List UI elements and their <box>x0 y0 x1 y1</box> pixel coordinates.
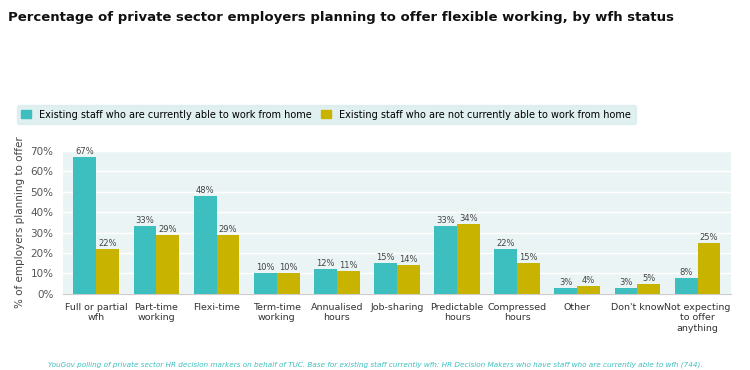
Text: 67%: 67% <box>76 147 94 156</box>
Text: 34%: 34% <box>459 214 478 223</box>
Legend: Existing staff who are currently able to work from home, Existing staff who are : Existing staff who are currently able to… <box>16 105 636 124</box>
Text: 10%: 10% <box>256 263 274 272</box>
Bar <box>494 249 517 294</box>
Text: 48%: 48% <box>196 186 214 195</box>
Bar <box>614 288 638 294</box>
Text: 12%: 12% <box>316 259 334 268</box>
Text: 15%: 15% <box>376 253 394 262</box>
Text: 15%: 15% <box>519 253 538 262</box>
Bar <box>397 265 420 294</box>
Bar <box>374 263 397 294</box>
Text: 8%: 8% <box>680 268 693 276</box>
Text: 5%: 5% <box>642 274 656 283</box>
Bar <box>675 278 698 294</box>
Bar <box>638 284 660 294</box>
Text: YouGov polling of private sector HR decision markers on behalf of TUC. Base for : YouGov polling of private sector HR deci… <box>48 361 702 368</box>
Bar <box>578 286 600 294</box>
Bar <box>194 196 217 294</box>
Bar <box>134 226 157 294</box>
Text: 22%: 22% <box>98 239 117 248</box>
Bar <box>74 157 96 294</box>
Bar <box>314 269 337 294</box>
Text: Percentage of private sector employers planning to offer flexible working, by wf: Percentage of private sector employers p… <box>8 11 674 24</box>
Bar <box>337 272 360 294</box>
Text: 29%: 29% <box>159 225 177 233</box>
Text: 3%: 3% <box>620 278 633 287</box>
Bar <box>217 235 239 294</box>
Bar <box>698 243 721 294</box>
Text: 25%: 25% <box>700 233 718 242</box>
Bar <box>157 235 179 294</box>
Text: 29%: 29% <box>219 225 237 233</box>
Bar <box>277 273 299 294</box>
Bar <box>457 224 480 294</box>
Text: 33%: 33% <box>136 216 154 225</box>
Bar <box>96 249 119 294</box>
Y-axis label: % of employers planning to offer: % of employers planning to offer <box>15 137 25 308</box>
Bar <box>434 226 457 294</box>
Text: 33%: 33% <box>436 216 455 225</box>
Text: 22%: 22% <box>496 239 515 248</box>
Text: 10%: 10% <box>279 263 298 272</box>
Text: 4%: 4% <box>582 276 596 285</box>
Text: 3%: 3% <box>560 278 572 287</box>
Bar <box>254 273 277 294</box>
Text: 11%: 11% <box>339 262 358 270</box>
Bar <box>518 263 540 294</box>
Text: 14%: 14% <box>399 255 418 264</box>
Bar <box>554 288 578 294</box>
